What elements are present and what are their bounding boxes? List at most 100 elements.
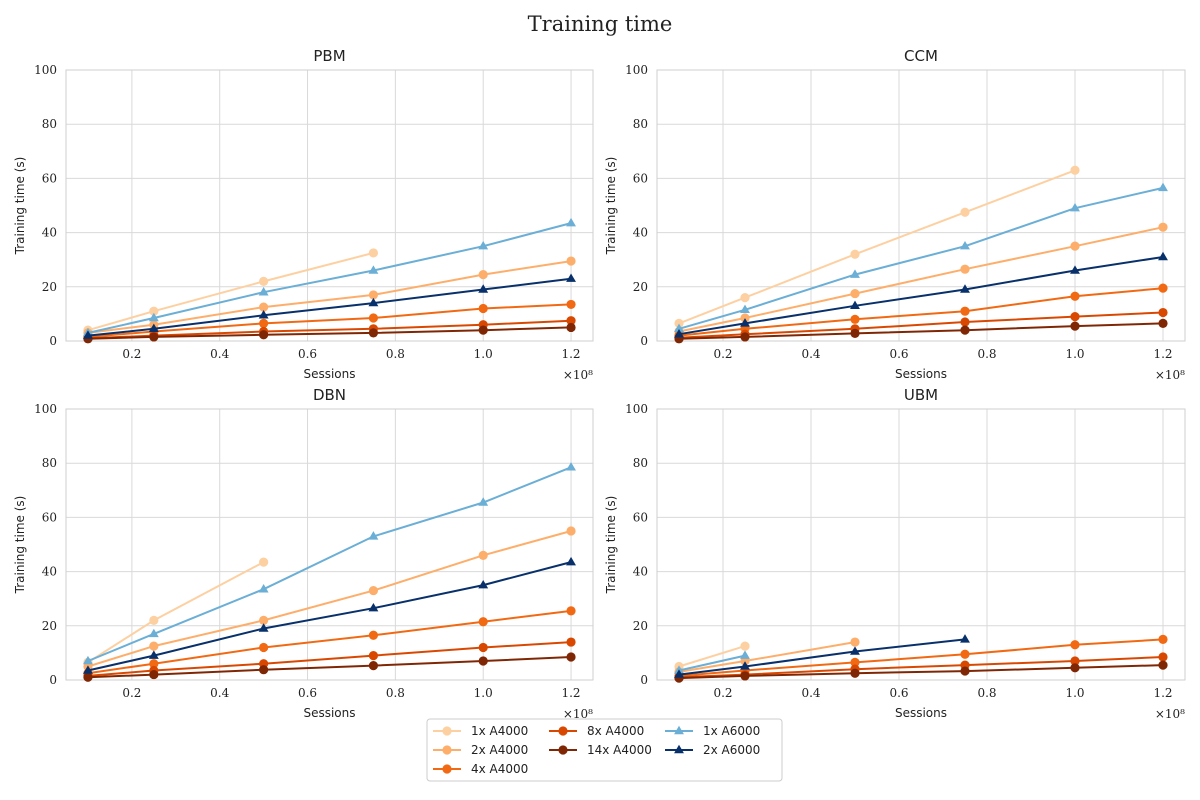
series-line xyxy=(678,664,1164,680)
series-line xyxy=(678,654,746,672)
series-2x-a6000 xyxy=(83,273,576,339)
data-point xyxy=(259,318,269,328)
data-point xyxy=(850,646,860,655)
data-point xyxy=(148,323,159,333)
series-line xyxy=(87,466,572,662)
data-point xyxy=(478,325,488,335)
legend-label: 1x A4000 xyxy=(471,724,528,738)
data-point xyxy=(149,669,159,680)
data-point xyxy=(258,310,269,319)
series-line xyxy=(678,645,746,668)
data-point xyxy=(83,330,93,339)
data-point xyxy=(478,550,488,560)
x-tick-label: 0.6 xyxy=(889,686,908,700)
data-point xyxy=(566,606,576,616)
y-tick-label: 20 xyxy=(633,280,648,294)
panel-title: CCM xyxy=(904,47,938,65)
data-point xyxy=(1158,634,1168,644)
panel-title: UBM xyxy=(904,386,938,404)
panel-ubm: 0.2 0.4 0.6 0.8 1.0 1.2 0 20 40 60 80 100 UBM Session… xyxy=(604,386,1186,721)
series-2x-a4000 xyxy=(674,222,1168,337)
y-tick-label: 20 xyxy=(42,280,57,294)
series-line xyxy=(678,311,1164,339)
series-line xyxy=(87,530,572,668)
data-point xyxy=(148,312,159,322)
series-line xyxy=(678,256,1164,336)
series-line xyxy=(678,656,1164,679)
legend-entry: 2x A4000 xyxy=(433,743,528,757)
data-point xyxy=(478,240,489,250)
data-point xyxy=(850,269,860,278)
data-point xyxy=(478,617,488,627)
data-point xyxy=(740,313,750,323)
data-point xyxy=(674,323,684,333)
x-tick-label: 1.0 xyxy=(474,686,493,700)
x-tick-label: 0.4 xyxy=(210,686,229,700)
legend-label: 2x A4000 xyxy=(471,743,528,757)
data-point xyxy=(674,318,684,328)
series-2x-a6000 xyxy=(83,556,576,674)
panel-title: PBM xyxy=(313,47,345,65)
data-point xyxy=(850,657,860,667)
x-tick-label: 0.2 xyxy=(713,686,732,700)
data-point xyxy=(368,602,379,612)
data-point xyxy=(478,642,488,653)
y-tick-label: 0 xyxy=(640,334,648,348)
x-offset-label: ×10⁸ xyxy=(563,707,593,721)
series-line xyxy=(678,226,1164,333)
data-point xyxy=(566,526,576,536)
series-line xyxy=(87,277,572,337)
data-point xyxy=(368,313,379,323)
data-point xyxy=(368,265,379,274)
series-1x-a6000 xyxy=(83,462,576,665)
series-2x-a6000 xyxy=(674,634,970,678)
y-axis-label: Training time (s) xyxy=(13,496,27,595)
legend-frame xyxy=(426,718,783,782)
data-point xyxy=(1070,321,1080,331)
data-point xyxy=(850,668,860,678)
y-axis-label: Training time (s) xyxy=(604,496,618,595)
x-tick-label: 1.2 xyxy=(561,347,580,361)
data-point xyxy=(478,656,488,666)
panel-pbm: 0.2 0.4 0.6 0.8 1.0 1.2 0 20 40 60 80 100 PBM Session… xyxy=(13,47,594,382)
data-point xyxy=(83,655,93,665)
series-1x-a6000 xyxy=(83,217,576,337)
data-point xyxy=(1070,241,1080,251)
data-point xyxy=(1070,265,1080,274)
data-point xyxy=(566,217,576,227)
series-1x-a4000 xyxy=(83,248,379,335)
data-point xyxy=(478,497,489,506)
series-line xyxy=(87,222,572,334)
data-point xyxy=(1158,318,1168,328)
data-point xyxy=(566,273,576,282)
data-point xyxy=(740,293,750,303)
data-point xyxy=(960,264,970,274)
x-tick-label: 0.8 xyxy=(386,347,405,361)
data-point xyxy=(259,276,269,286)
y-tick-label: 0 xyxy=(49,673,57,687)
data-point xyxy=(1070,291,1080,301)
legend-swatch-marker xyxy=(558,726,568,736)
data-point xyxy=(566,322,576,333)
data-point xyxy=(1158,652,1168,662)
data-point xyxy=(1070,312,1080,322)
panel-ccm: 0.2 0.4 0.6 0.8 1.0 1.2 0 20 40 60 80 100 CCM Session… xyxy=(604,47,1186,382)
x-axis-label: Sessions xyxy=(895,706,947,720)
data-point xyxy=(83,672,93,682)
series-line xyxy=(678,638,966,676)
data-point xyxy=(1070,203,1080,212)
axes-frame xyxy=(656,69,1186,342)
data-point xyxy=(960,306,970,316)
y-tick-label: 100 xyxy=(34,63,57,77)
x-tick-label: 0.6 xyxy=(889,347,908,361)
legend-swatch-marker xyxy=(558,745,568,755)
panels: 0.2 0.4 0.6 0.8 1.0 1.2 0 20 40 60 80 100 PBM Session… xyxy=(13,47,1186,721)
data-point xyxy=(148,628,159,638)
legend-label: 2x A6000 xyxy=(703,743,760,757)
data-point xyxy=(1158,251,1168,261)
data-point xyxy=(960,284,970,293)
data-point xyxy=(960,317,970,327)
data-point xyxy=(259,330,269,340)
y-tick-label: 60 xyxy=(633,510,648,524)
axes-frame xyxy=(65,408,594,681)
